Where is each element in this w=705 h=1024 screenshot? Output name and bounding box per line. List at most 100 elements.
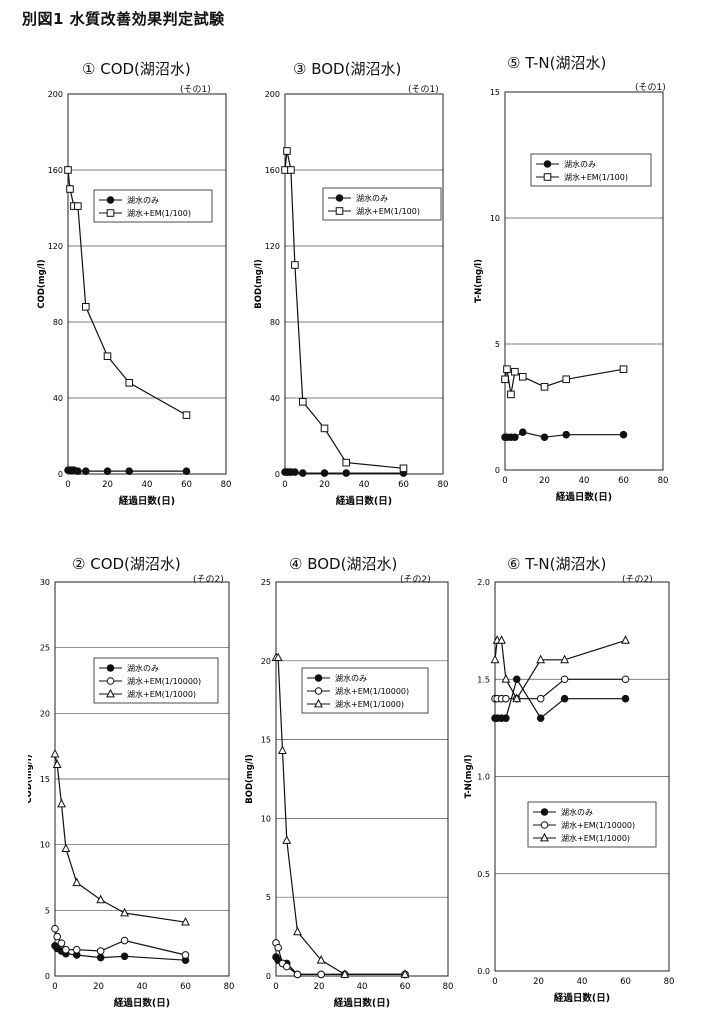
legend-label: 湖水+EM(1/10000) <box>561 820 635 830</box>
x-axis-label: 経過日数(日) <box>114 997 170 1009</box>
data-point <box>282 835 292 844</box>
y-tick-label: 20 <box>40 709 50 718</box>
legend-marker <box>314 687 323 695</box>
y-tick-label: 2.0 <box>477 578 490 587</box>
x-tick-label: 60 <box>398 480 409 490</box>
legend-label: 湖水のみ <box>564 159 596 169</box>
y-tick-label: 20 <box>261 657 271 666</box>
x-tick-label: 80 <box>438 480 449 490</box>
data-point <box>399 464 408 473</box>
data-point <box>53 932 61 941</box>
x-tick-label: 80 <box>443 982 454 992</box>
y-tick-label: 30 <box>40 578 50 587</box>
x-tick-label: 40 <box>577 977 588 987</box>
plot-area <box>67 93 227 475</box>
data-point <box>518 428 527 437</box>
data-point <box>316 955 326 964</box>
data-point <box>512 693 522 703</box>
x-tick-label: 0 <box>282 480 287 490</box>
data-point <box>621 635 630 644</box>
data-point <box>518 372 527 381</box>
x-axis-label: 経過日数(日) <box>336 495 392 507</box>
x-tick-label: 20 <box>539 476 550 486</box>
chart-subtitle: (その2) <box>400 575 431 585</box>
data-point <box>291 261 299 269</box>
data-point <box>181 951 190 959</box>
data-point <box>400 969 410 978</box>
data-point <box>340 969 350 978</box>
plot-area <box>494 581 670 972</box>
data-point <box>511 367 519 376</box>
data-point <box>120 952 129 961</box>
y-tick-label: 5 <box>495 340 500 349</box>
data-point <box>72 945 81 954</box>
data-point <box>74 202 82 210</box>
x-axis-label: 経過日数(日) <box>334 997 390 1009</box>
x-tick-label: 40 <box>579 476 590 486</box>
chart-title: ③ BOD(湖沼水) <box>293 60 402 78</box>
data-point <box>291 468 299 476</box>
plot-area <box>284 93 444 475</box>
data-point <box>560 654 570 664</box>
data-point <box>96 894 106 904</box>
data-point <box>182 411 191 419</box>
x-tick-label: 20 <box>102 480 113 490</box>
series-line <box>276 656 405 975</box>
x-tick-label: 20 <box>93 982 104 992</box>
chart-bod-2: 0 5 10 15 20 25 0 20 40 60 80 経過日数(日) BOD(mg/l) 湖水のみ湖… <box>245 578 454 1009</box>
data-point <box>182 467 191 475</box>
data-point <box>497 635 506 644</box>
x-tick-label: 80 <box>221 480 232 490</box>
data-point <box>536 694 545 703</box>
x-axis-label: 経過日数(日) <box>119 495 175 507</box>
legend-label: 湖水のみ <box>356 193 388 203</box>
data-point <box>64 166 72 174</box>
x-tick-label: 20 <box>533 977 544 987</box>
y-tick-label: 0 <box>266 972 271 981</box>
legend-marker <box>540 808 549 816</box>
data-point <box>562 430 571 439</box>
data-point <box>66 185 74 193</box>
data-point <box>51 924 59 933</box>
legend-label: 湖水のみ <box>335 673 367 683</box>
y-axis-label: COD(mg/l) <box>28 754 34 803</box>
x-tick-label: 0 <box>502 476 507 486</box>
legend-marker <box>106 196 115 204</box>
data-point <box>278 745 287 755</box>
chart-subtitle: (その2) <box>193 575 224 585</box>
y-tick-label: 1.5 <box>477 675 490 684</box>
data-point <box>96 953 105 962</box>
data-point <box>540 383 549 391</box>
legend-label: 湖水+EM(1/1000) <box>127 689 196 699</box>
y-tick-label: 200 <box>265 90 280 99</box>
x-tick-label: 0 <box>492 977 497 987</box>
y-tick-label: 10 <box>40 841 50 850</box>
data-point <box>81 467 90 475</box>
y-tick-label: 120 <box>265 242 280 251</box>
legend-label: 湖水+EM(1/100) <box>564 172 628 182</box>
x-tick-label: 80 <box>658 476 669 486</box>
data-point <box>74 467 82 475</box>
y-axis-label: T-N(mg/l) <box>474 259 484 303</box>
data-point <box>61 843 71 853</box>
legend-marker <box>314 698 323 708</box>
legend-marker <box>335 194 344 202</box>
data-point <box>619 430 628 439</box>
legend-marker <box>106 664 115 672</box>
y-axis-label: BOD(mg/l) <box>254 259 264 309</box>
legend-marker <box>543 173 552 181</box>
chart-title: ⑤ T-N(湖沼水) <box>507 54 607 72</box>
data-point <box>502 714 510 722</box>
data-point <box>125 379 134 387</box>
data-point <box>293 970 302 979</box>
x-tick-label: 80 <box>224 982 235 992</box>
data-point <box>287 166 295 174</box>
plot-area <box>504 91 664 471</box>
data-point <box>540 433 549 442</box>
plot-area <box>275 581 449 977</box>
y-tick-label: 0 <box>58 470 63 479</box>
data-point <box>342 469 351 477</box>
series-line <box>275 942 405 975</box>
data-point <box>181 916 190 926</box>
legend-marker <box>540 821 549 829</box>
